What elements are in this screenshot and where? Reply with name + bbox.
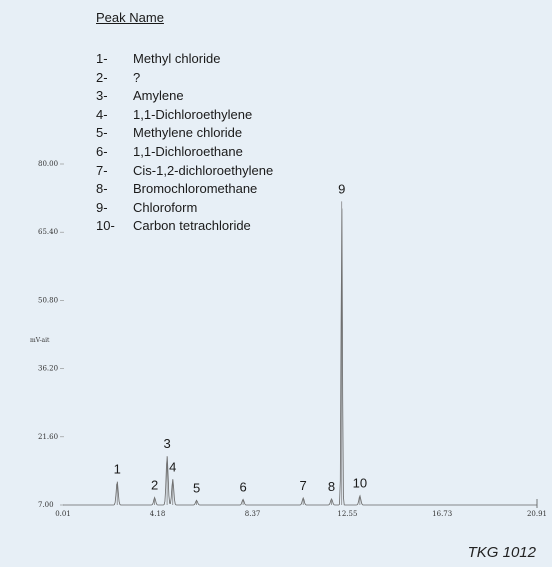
legend-item-name: ? xyxy=(133,69,141,85)
peak-5-label: 5 xyxy=(193,480,200,495)
legend-item-number: 3- xyxy=(96,88,108,104)
peak-6-label: 6 xyxy=(239,479,246,494)
x-axis: 0.01 4.18 8.37 12.55 16.73 20.91 xyxy=(55,499,547,518)
y-axis-label: mV-ait xyxy=(30,337,50,344)
peak-labels: 1 2 3 4 5 6 7 8 9 10 xyxy=(114,181,368,495)
legend-item-number: 7- xyxy=(96,162,108,178)
legend-item-name: Bromochloromethane xyxy=(133,181,258,197)
legend-item-number: 5- xyxy=(96,125,108,141)
legend-item-name: Methyl chloride xyxy=(133,51,221,66)
legend-item-name: Carbon tetrachloride xyxy=(133,218,251,234)
peak-4-label: 4 xyxy=(169,459,176,474)
legend-item-number: 6- xyxy=(96,143,108,159)
y-axis: 7.00 21.60 36.20 50.80 65.40 80.00 mV-ait xyxy=(30,160,64,509)
legend-item: 9- Chloroform xyxy=(96,199,273,218)
legend-item: 3- Amylene xyxy=(96,87,273,106)
y-tick-label: 80.00 xyxy=(38,160,58,168)
peak-2-label: 2 xyxy=(151,478,158,493)
y-tick-label: 7.00 xyxy=(38,501,54,509)
peak-8-label: 8 xyxy=(328,479,335,494)
y-tick-label: 21.60 xyxy=(38,433,58,441)
y-tick-label: 50.80 xyxy=(38,296,58,304)
legend-item-name: Amylene xyxy=(133,88,184,104)
peak-9-label: 9 xyxy=(338,181,345,196)
x-tick-label: 8.37 xyxy=(245,510,261,518)
legend-item-number: 8- xyxy=(96,181,108,197)
legend-item: 7- Cis-1,2-dichloroethylene xyxy=(96,162,273,181)
legend-item: 10- Carbon tetrachloride xyxy=(96,217,273,236)
x-tick-label: 20.91 xyxy=(527,510,547,518)
peak-1-label: 1 xyxy=(114,462,121,477)
legend-item-name: Cis-1,2-dichloroethylene xyxy=(133,162,274,178)
y-tick-label: 65.40 xyxy=(38,228,58,236)
legend-item-name: 1,1-Dichloroethane xyxy=(133,143,243,159)
legend-item: 2-? xyxy=(96,69,273,88)
x-tick-label: 16.73 xyxy=(432,510,452,518)
x-tick-label: 0.01 xyxy=(55,510,71,518)
x-tick-label: 4.18 xyxy=(150,510,166,518)
legend-item-number: 10- xyxy=(96,218,115,234)
peak-10-label: 10 xyxy=(353,476,367,491)
legend-item-number: 2- xyxy=(96,69,108,85)
legend-item-name: 1,1-Dichloroethylene xyxy=(133,106,253,122)
legend-item: 1- Methyl chloride xyxy=(96,50,273,69)
legend-item: 4- 1,1-Dichloroethylene xyxy=(96,106,273,125)
legend-item: 6- 1,1-Dichloroethane xyxy=(96,143,273,162)
peak-legend: 1- Methyl chloride 2-? 3- Amylene 4- 1,1-Dichl… xyxy=(96,50,273,236)
peak-3-label: 3 xyxy=(163,436,170,451)
legend-title: Peak Name xyxy=(96,10,164,25)
legend-item-name: Methylene chloride xyxy=(133,125,243,141)
legend-item: 5- Methylene chloride xyxy=(96,124,273,143)
chromatogram-chart: 7.00 21.60 36.20 50.80 65.40 80.00 mV-ait 0.01… xyxy=(30,160,547,518)
legend-item-number: 9- xyxy=(96,199,108,215)
instrument-id: TKG 1012 xyxy=(467,544,536,561)
x-tick-label: 12.55 xyxy=(337,510,357,518)
legend-item: 8- Bromochloromethane xyxy=(96,180,273,199)
legend-item-number: 1- xyxy=(96,51,108,66)
peak-7-label: 7 xyxy=(300,478,307,493)
y-tick-label: 36.20 xyxy=(38,365,58,373)
chromatogram-trace xyxy=(63,208,537,506)
legend-item-number: 4- xyxy=(96,106,108,122)
peak-marks xyxy=(116,201,361,505)
legend-item-name: Chloroform xyxy=(133,199,198,215)
